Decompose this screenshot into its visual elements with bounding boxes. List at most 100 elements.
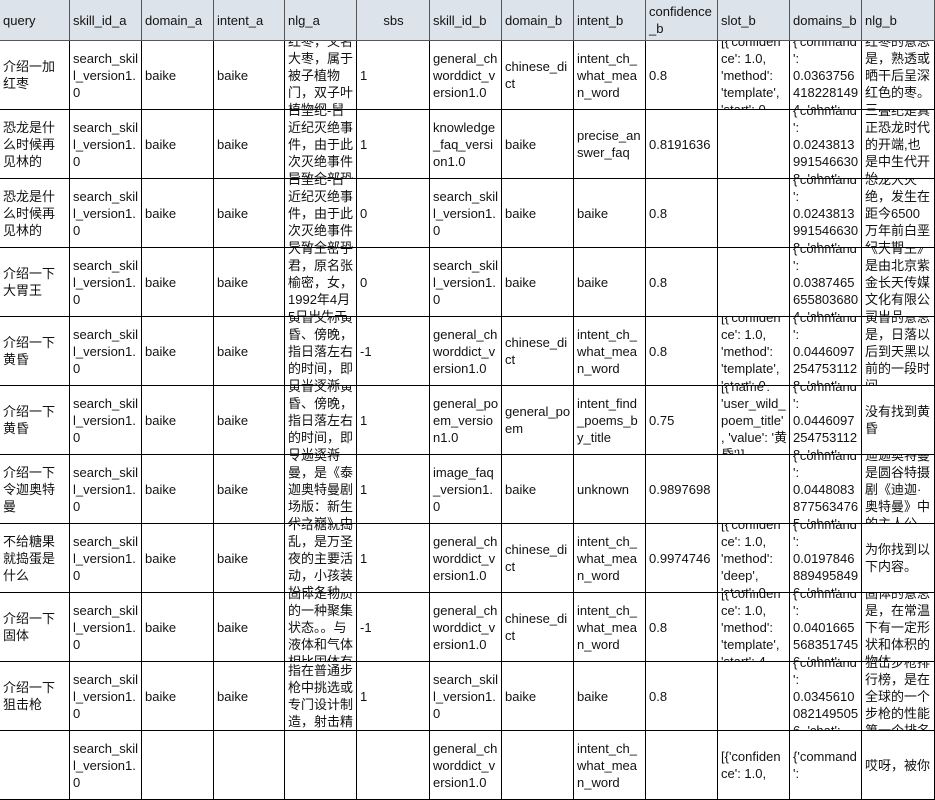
cell-domain-a[interactable]: baike [142, 317, 214, 386]
cell-sbs[interactable]: -1 [357, 593, 430, 662]
cell-nlg-b[interactable]: 哎呀，被你 [862, 731, 935, 800]
cell-nlg-a[interactable] [285, 731, 357, 800]
cell-intent-a[interactable]: baike [214, 662, 285, 731]
cell-domains-b[interactable]: {'command': 0.03456100821495056, 'chat': [790, 662, 862, 731]
cell-skill-id-b[interactable]: search_skill_version1.0 [430, 248, 502, 317]
cell-domain-b[interactable]: chinese_dict [502, 593, 574, 662]
cell-skill-id-b[interactable]: general_poem_version1.0 [430, 386, 502, 455]
cell-intent-b[interactable]: intent_ch_what_mean_word [574, 41, 646, 110]
cell-confidence-b[interactable]: 0.9897698 [646, 455, 718, 524]
cell-sbs[interactable]: 1 [357, 110, 430, 179]
cell-sbs[interactable]: -1 [357, 317, 430, 386]
column-header-intent-b[interactable]: intent_b [574, 0, 646, 41]
cell-domains-b[interactable]: {'command': 0.03637564182281494, 'chat': [790, 41, 862, 110]
cell-nlg-b[interactable]: 迪迦奥特曼是圆谷特摄剧《迪迦·奥特曼》中的主人公 [862, 455, 935, 524]
cell-intent-a[interactable]: baike [214, 41, 285, 110]
column-header-nlg-b[interactable]: nlg_b [862, 0, 935, 41]
cell-query[interactable]: 介绍一加红枣 [0, 41, 70, 110]
cell-domain-b[interactable]: baike [502, 455, 574, 524]
cell-skill-id-b[interactable]: search_skill_version1.0 [430, 662, 502, 731]
cell-nlg-b[interactable]: 红枣的意思是，熟透或晒干后呈深红色的枣。三 [862, 41, 935, 110]
cell-domain-b[interactable] [502, 731, 574, 800]
column-header-domains-b[interactable]: domains_b [790, 0, 862, 41]
cell-sbs[interactable] [357, 731, 430, 800]
cell-sbs[interactable]: 0 [357, 248, 430, 317]
column-header-intent-a[interactable]: intent_a [214, 0, 285, 41]
cell-sbs[interactable]: 0 [357, 179, 430, 248]
column-header-query[interactable]: query [0, 0, 70, 41]
cell-confidence-b[interactable]: 0.8 [646, 41, 718, 110]
cell-intent-b[interactable]: unknown [574, 455, 646, 524]
cell-skill-id-b[interactable]: general_chworddict_version1.0 [430, 731, 502, 800]
cell-nlg-a[interactable]: 黄昏又称黄昏、傍晚，指日落左右的时间，即日光逐渐 [285, 317, 357, 386]
cell-slot-b[interactable] [718, 248, 790, 317]
cell-intent-b[interactable]: precise_answer_faq [574, 110, 646, 179]
cell-nlg-b[interactable]: 固体的意思是，在常温下有一定形状和体积的物体 [862, 593, 935, 662]
cell-slot-b[interactable]: [{'confidence': 1.0, [718, 731, 790, 800]
cell-sbs[interactable]: 1 [357, 524, 430, 593]
cell-slot-b[interactable]: [{'confidence': 1.0, 'method': 'template… [718, 317, 790, 386]
cell-intent-b[interactable]: baike [574, 662, 646, 731]
cell-skill-id-a[interactable]: search_skill_version1.0 [70, 248, 142, 317]
cell-nlg-a[interactable]: 不给糖就捣乱，是万圣夜的主要活动，小孩装扮成各种 [285, 524, 357, 593]
cell-nlg-a[interactable]: 白垩纪-古近纪灭绝事件，由于此次灭绝事件导致全部恐 [285, 110, 357, 179]
cell-domain-a[interactable]: baike [142, 110, 214, 179]
cell-domain-a[interactable]: baike [142, 662, 214, 731]
cell-domain-a[interactable] [142, 731, 214, 800]
cell-skill-id-b[interactable]: general_chworddict_version1.0 [430, 524, 502, 593]
cell-slot-b[interactable]: [{'confidence': 1.0, 'method': 'template… [718, 41, 790, 110]
cell-nlg-b[interactable]: 为你找到以下内容。 [862, 524, 935, 593]
cell-skill-id-b[interactable]: image_faq_version1.0 [430, 455, 502, 524]
column-header-slot-b[interactable]: slot_b [718, 0, 790, 41]
cell-query[interactable]: 介绍一下狙击枪 [0, 662, 70, 731]
cell-skill-id-a[interactable]: search_skill_version1.0 [70, 386, 142, 455]
cell-slot-b[interactable]: [{'name': 'user_wild_poem_title', 'value… [718, 386, 790, 455]
cell-nlg-a[interactable]: 白垩纪-古近纪灭绝事件，由于此次灭绝事件导致全部恐 [285, 179, 357, 248]
cell-domain-a[interactable]: baike [142, 593, 214, 662]
column-header-skill-id-b[interactable]: skill_id_b [430, 0, 502, 41]
cell-nlg-a[interactable]: 大胃王密子君，原名张榆密，女，1992年4月5日出生于 [285, 248, 357, 317]
cell-slot-b[interactable] [718, 455, 790, 524]
cell-query[interactable]: 介绍一下黄昏 [0, 317, 70, 386]
cell-domains-b[interactable]: {'command': 0.04016655683517456, 'chat': [790, 593, 862, 662]
cell-query[interactable]: 介绍一下黄昏 [0, 386, 70, 455]
cell-domains-b[interactable]: {'command': 0.04460972547531128, 'chat': [790, 317, 862, 386]
cell-domains-b[interactable]: {'command': 0.04460972547531128, 'chat': [790, 386, 862, 455]
cell-nlg-a[interactable]: 狙击步枪，指在普通步枪中挑选或专门设计制造，射击精度 [285, 662, 357, 731]
cell-intent-b[interactable]: intent_ch_what_mean_word [574, 731, 646, 800]
cell-query[interactable]: 介绍一下令迦奥特曼 [0, 455, 70, 524]
cell-domain-b[interactable]: chinese_dict [502, 317, 574, 386]
cell-domains-b[interactable]: {'command': 0.02438139915466308, 'chat': [790, 110, 862, 179]
cell-query[interactable]: 介绍一下大胃王 [0, 248, 70, 317]
cell-slot-b[interactable] [718, 179, 790, 248]
cell-confidence-b[interactable]: 0.9974746 [646, 524, 718, 593]
cell-intent-a[interactable]: baike [214, 110, 285, 179]
cell-query[interactable] [0, 731, 70, 800]
cell-skill-id-a[interactable]: search_skill_version1.0 [70, 317, 142, 386]
cell-skill-id-a[interactable]: search_skill_version1.0 [70, 455, 142, 524]
cell-domain-a[interactable]: baike [142, 179, 214, 248]
cell-domains-b[interactable]: {'command': 0.01978468894958496, 'chat': [790, 524, 862, 593]
cell-query[interactable]: 恐龙是什么时候再见林的 [0, 179, 70, 248]
column-header-domain-a[interactable]: domain_a [142, 0, 214, 41]
cell-skill-id-a[interactable]: search_skill_version1.0 [70, 731, 142, 800]
column-header-skill-id-a[interactable]: skill_id_a [70, 0, 142, 41]
column-header-nlg-a[interactable]: nlg_a [285, 0, 357, 41]
cell-skill-id-b[interactable]: knowledge_faq_version1.0 [430, 110, 502, 179]
cell-confidence-b[interactable]: 0.75 [646, 386, 718, 455]
cell-intent-a[interactable]: baike [214, 248, 285, 317]
cell-skill-id-a[interactable]: search_skill_version1.0 [70, 593, 142, 662]
cell-confidence-b[interactable]: 0.8 [646, 593, 718, 662]
cell-domain-a[interactable]: baike [142, 248, 214, 317]
cell-intent-b[interactable]: intent_ch_what_mean_word [574, 317, 646, 386]
cell-domain-b[interactable]: general_poem [502, 386, 574, 455]
cell-domain-a[interactable]: baike [142, 41, 214, 110]
cell-domains-b[interactable]: {'command': [790, 731, 862, 800]
cell-sbs[interactable]: 1 [357, 41, 430, 110]
cell-confidence-b[interactable] [646, 731, 718, 800]
cell-domains-b[interactable]: {'command': 0.03874656558036804, 'chat': [790, 248, 862, 317]
cell-nlg-a[interactable]: 令迦奥特曼，是《泰迦奥特曼剧场版：新生代之巅》中 [285, 455, 357, 524]
cell-slot-b[interactable]: [{'confidence': 1.0, 'method': 'deep', '… [718, 524, 790, 593]
cell-domain-b[interactable]: baike [502, 179, 574, 248]
cell-intent-a[interactable] [214, 731, 285, 800]
